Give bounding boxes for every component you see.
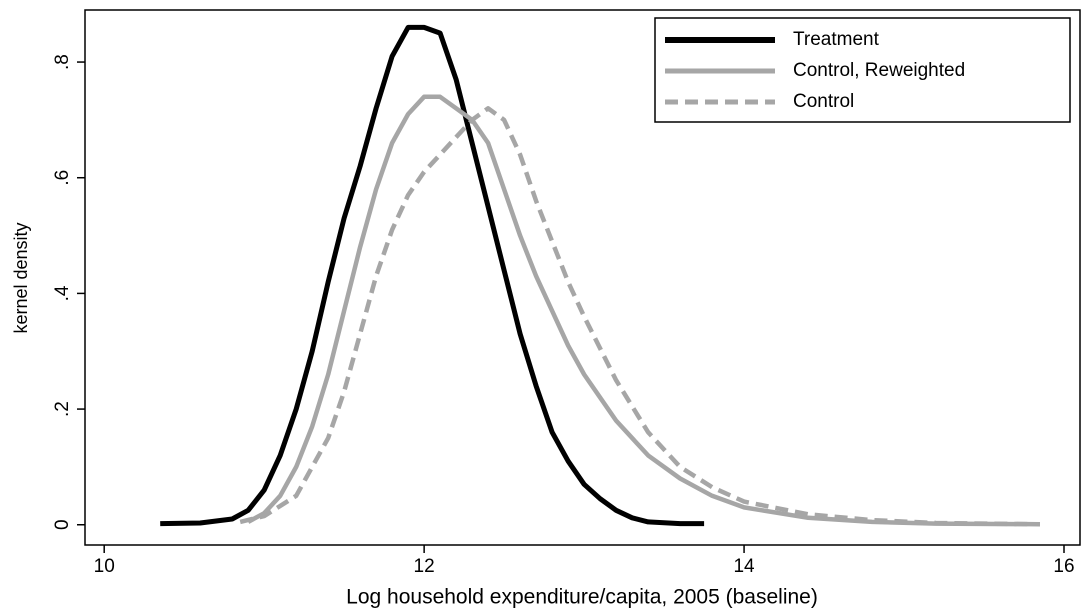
x-tick-label: 14 <box>733 556 755 577</box>
plot-frame <box>84 9 1081 546</box>
y-tick-label: .8 <box>52 54 73 70</box>
x-tick-label: 16 <box>1053 556 1074 577</box>
y-tick-label: .6 <box>52 170 73 186</box>
series-line <box>239 106 1033 527</box>
x-tick-label: 10 <box>94 556 115 577</box>
legend-label: Control, Reweighted <box>793 60 965 81</box>
series-line <box>247 94 1041 527</box>
series-line <box>160 24 705 527</box>
y-tick-label: 0 <box>52 519 73 530</box>
legend-label: Treatment <box>793 29 880 50</box>
x-tick-label: 12 <box>414 556 435 577</box>
legend-label: Control <box>793 91 854 112</box>
y-axis-title: kernel density <box>11 222 31 333</box>
y-tick-label: .2 <box>52 401 73 417</box>
x-axis-title: Log household expenditure/capita, 2005 (… <box>346 586 818 609</box>
y-tick-label: .4 <box>52 285 73 301</box>
